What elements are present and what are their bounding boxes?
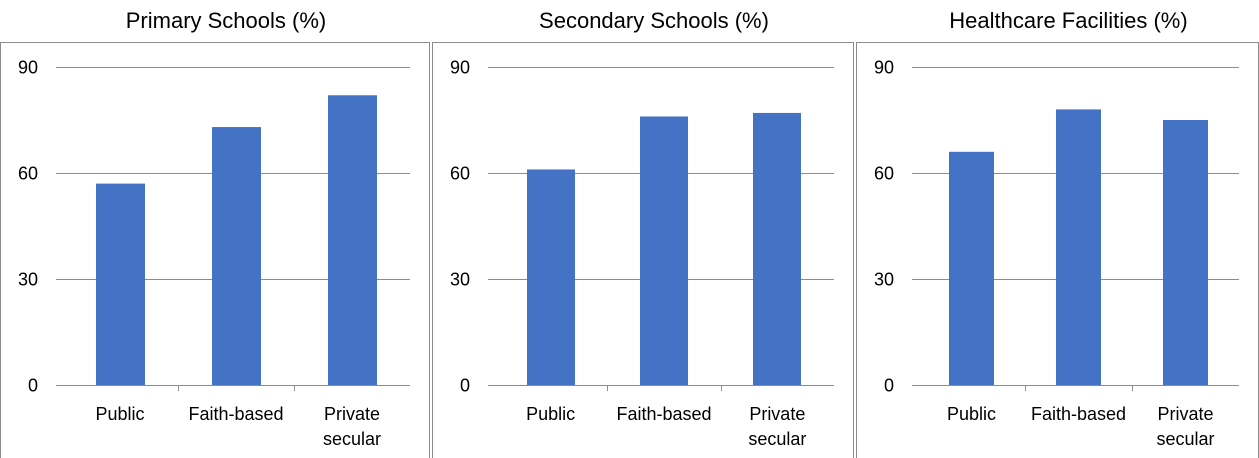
x-tick-label: Private xyxy=(324,404,380,424)
chart-title: Healthcare Facilities (%) xyxy=(949,8,1187,33)
bar xyxy=(527,169,575,385)
x-tick-label: secular xyxy=(1156,429,1214,449)
y-tick-label: 90 xyxy=(18,58,38,78)
y-tick-label: 30 xyxy=(18,270,38,290)
bar xyxy=(96,183,145,385)
chart-title: Primary Schools (%) xyxy=(126,8,326,33)
y-tick-label: 90 xyxy=(450,58,470,78)
y-tick-label: 60 xyxy=(450,164,470,184)
y-tick-label: 0 xyxy=(884,376,894,396)
x-tick-label: Public xyxy=(95,404,144,424)
bar xyxy=(949,151,994,385)
bar xyxy=(328,95,377,386)
y-tick-label: 0 xyxy=(28,376,38,396)
chart-border xyxy=(432,42,854,458)
x-tick-label: secular xyxy=(323,429,381,449)
bar-chart-2: Secondary Schools (%) 0 30 60 90 Public Faith-… xyxy=(432,8,854,458)
bar xyxy=(753,112,801,385)
y-tick-label: 30 xyxy=(450,270,470,290)
y-tick-label: 90 xyxy=(874,58,894,78)
bar-chart-1: Primary Schools (%) 0 30 60 90 Public Faith-ba… xyxy=(0,8,430,458)
bar-chart-3: Healthcare Facilities (%) 0 30 60 90 Public Fa… xyxy=(856,8,1259,458)
y-tick-label: 60 xyxy=(874,164,894,184)
x-tick-label: Faith-based xyxy=(1031,404,1126,424)
bar xyxy=(1163,120,1208,385)
y-tick-label: 60 xyxy=(18,164,38,184)
y-tick-label: 0 xyxy=(460,376,470,396)
bar xyxy=(1056,109,1101,386)
bar xyxy=(640,116,688,385)
x-tick-label: Public xyxy=(947,404,996,424)
x-tick-label: Public xyxy=(526,404,575,424)
bar xyxy=(212,127,261,386)
x-tick-label: Faith-based xyxy=(188,404,283,424)
x-tick-label: Private xyxy=(1157,404,1213,424)
chart-title: Secondary Schools (%) xyxy=(539,8,769,33)
x-tick-label: Private xyxy=(749,404,805,424)
x-tick-label: Faith-based xyxy=(616,404,711,424)
x-tick-label: secular xyxy=(748,429,806,449)
chart-border xyxy=(0,42,430,458)
y-tick-label: 30 xyxy=(874,270,894,290)
